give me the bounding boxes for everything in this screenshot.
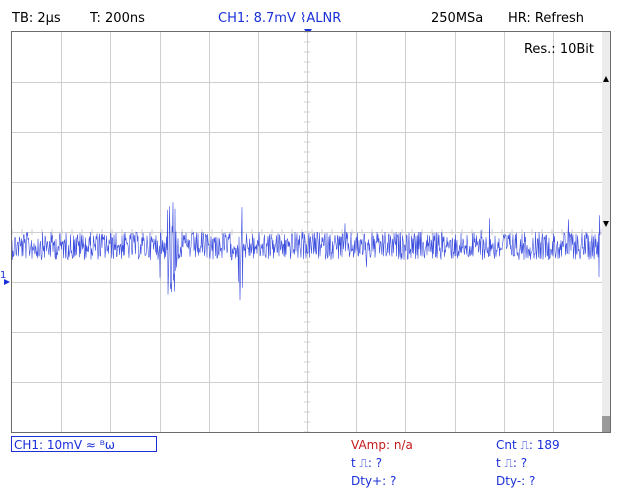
count-measurement: Cnt ⎍: 189 bbox=[496, 438, 560, 452]
oscilloscope-screen[interactable]: Res.: 10Bit bbox=[11, 31, 611, 433]
scroll-up-arrow-icon[interactable] bbox=[603, 76, 609, 82]
hr-mode-readout[interactable]: HR: Refresh bbox=[508, 11, 585, 26]
channel-trigger-readout[interactable]: CH1: 8.7mV ⌇ALNR bbox=[218, 11, 342, 26]
status-bar: TB: 2µs T: 200ns CH1: 8.7mV ⌇ALNR 250MSa… bbox=[0, 0, 620, 30]
channel-1-marker-label: 1 bbox=[0, 270, 7, 281]
scroll-down-arrow-icon[interactable] bbox=[603, 221, 609, 227]
positive-pulse-width-measurement: t ⎍: ? bbox=[351, 456, 383, 470]
trigger-time-readout[interactable]: T: 200ns bbox=[90, 11, 145, 26]
channel-1-level-arrow-icon[interactable] bbox=[4, 279, 10, 285]
channel-1-settings-box[interactable]: CH1: 10mV ≈ ᴮω bbox=[11, 436, 157, 452]
vertical-scrollbar[interactable] bbox=[602, 32, 610, 432]
negative-duty-measurement: Dty-: ? bbox=[496, 474, 536, 488]
sample-rate-readout[interactable]: 250MSa bbox=[431, 11, 484, 26]
resolution-label: Res.: 10Bit bbox=[523, 42, 594, 57]
scroll-thumb[interactable] bbox=[602, 416, 610, 432]
negative-pulse-width-measurement: t ⎍: ? bbox=[496, 456, 528, 470]
timebase-readout[interactable]: TB: 2µs bbox=[12, 11, 61, 26]
waveform-display bbox=[12, 32, 603, 432]
positive-duty-measurement: Dty+: ? bbox=[351, 474, 397, 488]
channel-1-trace bbox=[12, 202, 601, 301]
vamp-measurement: VAmp: n/a bbox=[351, 438, 413, 452]
